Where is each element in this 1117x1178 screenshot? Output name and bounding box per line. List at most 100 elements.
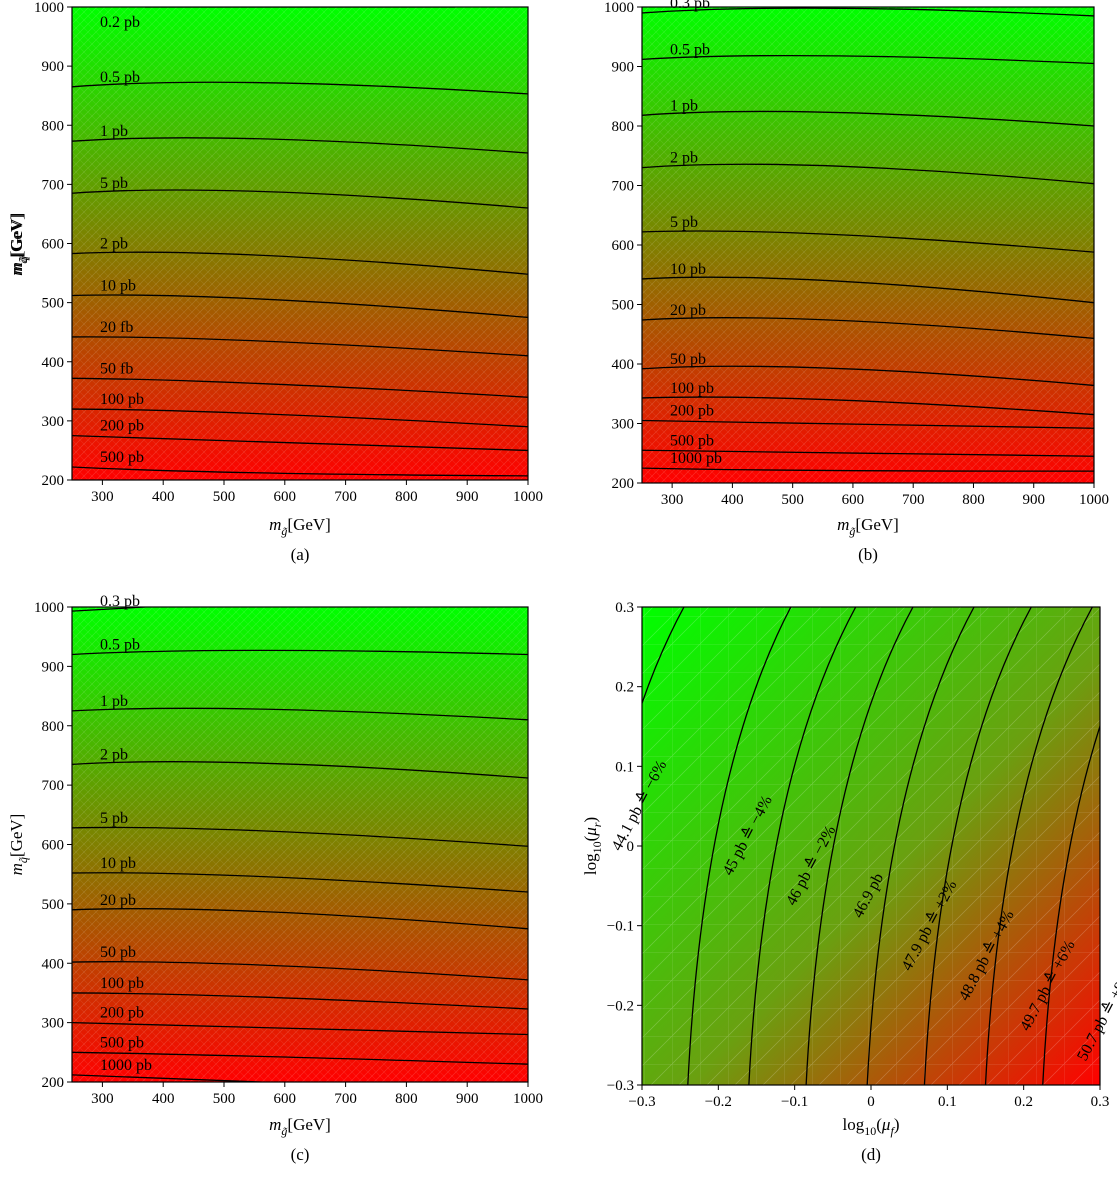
contour-line	[642, 607, 685, 706]
y-tick-label: 200	[42, 473, 65, 489]
y-tick-label: 800	[612, 119, 635, 135]
panel-label: (d)	[861, 1145, 881, 1164]
contour-line	[687, 607, 792, 1085]
y-tick-label: 200	[42, 1075, 65, 1091]
y-tick-label: 700	[42, 778, 65, 794]
x-tick-label: 600	[274, 1091, 297, 1107]
contour-line	[72, 761, 528, 779]
contour-label: 50 pb	[100, 944, 136, 961]
contour-label: 2 pb	[100, 746, 128, 763]
contour-label: 10 pb	[670, 261, 706, 278]
y-tick-label: 300	[42, 414, 65, 430]
x-tick-label: 0	[867, 1094, 875, 1110]
x-tick-label: 900	[456, 489, 479, 505]
y-tick-label: 500	[42, 897, 65, 913]
y-tick-label: 1000	[34, 600, 64, 616]
contour-label: 0.3 pb	[100, 593, 140, 610]
x-axis-label: log10(μf)	[843, 1115, 900, 1138]
contour-label: 500 pb	[100, 1034, 144, 1051]
contour-line	[72, 466, 528, 477]
y-tick-label: 600	[42, 838, 65, 854]
contour-label: 50 pb	[670, 351, 706, 368]
contour-line	[72, 336, 528, 357]
contour-line	[72, 294, 528, 319]
contour-label: 100 pb	[670, 380, 714, 397]
contour-label: 1 pb	[670, 97, 698, 114]
x-tick-label: −0.3	[628, 1094, 655, 1110]
y-tick-label: 0.1	[615, 759, 634, 775]
y-axis-label: log10(μr)	[581, 817, 604, 875]
mesh-overlay	[72, 607, 528, 1082]
contour-line	[1042, 723, 1100, 1085]
x-tick-label: 600	[842, 492, 865, 508]
contour-line	[72, 377, 528, 398]
y-tick-label: 0	[627, 839, 635, 855]
contour-line	[72, 189, 528, 209]
contour-line	[72, 872, 528, 893]
y-tick-label: 300	[612, 417, 635, 433]
contour-line	[642, 449, 1094, 457]
x-axis-label: mg̃[GeV]	[837, 515, 899, 538]
x-tick-label: 700	[334, 489, 357, 505]
panel-label: (c)	[291, 1145, 310, 1164]
contour-line	[72, 992, 528, 1010]
contour-line	[866, 607, 975, 1085]
x-tick-label: 400	[152, 1091, 175, 1107]
x-tick-label: 700	[334, 1091, 357, 1107]
x-tick-label: 300	[91, 1091, 114, 1107]
y-tick-label: 600	[42, 237, 65, 253]
contour-line	[72, 435, 528, 452]
x-tick-label: 400	[152, 489, 175, 505]
contour-line	[923, 607, 1032, 1085]
contour-label: 100 pb	[100, 975, 144, 992]
panel-label: (b)	[858, 545, 878, 564]
contour-line	[72, 1074, 261, 1082]
contour-line	[984, 607, 1093, 1085]
contour-line	[748, 607, 857, 1085]
x-tick-label: 0.2	[1014, 1094, 1033, 1110]
contour-line	[642, 54, 1094, 65]
x-tick-label: 800	[395, 489, 418, 505]
contour-line	[805, 607, 914, 1085]
y-axis-label: mq̃[GeV]	[7, 214, 30, 276]
contour-label: 20 pb	[100, 892, 136, 909]
contour-line	[72, 707, 528, 721]
y-tick-label: 900	[42, 659, 65, 675]
mesh-overlay	[642, 607, 1100, 1085]
contour-label: 0.2 pb	[100, 14, 140, 31]
contour-label: 1000 pb	[100, 1057, 152, 1074]
x-tick-label: 800	[962, 492, 985, 508]
contour-line	[72, 961, 528, 981]
contour-label: 5 pb	[100, 810, 128, 827]
contour-line	[72, 649, 528, 656]
contour-label: 10 pb	[100, 278, 136, 295]
y-tick-label: 400	[612, 357, 635, 373]
y-tick-label: 600	[612, 238, 635, 254]
x-tick-label: 300	[661, 492, 684, 508]
contour-line	[642, 467, 1094, 472]
contour-label: 200 pb	[670, 403, 714, 420]
y-tick-label: 700	[612, 179, 635, 195]
contour-line	[72, 408, 528, 428]
contour-line	[72, 1021, 528, 1036]
contour-label: 20 pb	[670, 302, 706, 319]
contour-line	[642, 396, 1094, 416]
contour-line	[642, 317, 1094, 340]
x-tick-label: 1000	[513, 489, 543, 505]
mesh-overlay	[642, 7, 1094, 483]
x-tick-label: 300	[91, 489, 114, 505]
x-tick-label: 0.3	[1091, 1094, 1110, 1110]
contour-line	[642, 276, 1094, 304]
panel-3: 0.3 pb 0.5 pb 1 pb 2 pb 5 pb 10 pb 20 pb 50 pb 1…	[7, 593, 543, 1164]
contour-line	[72, 81, 528, 95]
contour-line	[72, 251, 528, 275]
panel-4: 44.1 pb ≙ −6% 45 pb ≙ −4% 46 pb ≙ −2% 46.9 …	[581, 600, 1117, 1164]
x-tick-label: 700	[902, 492, 925, 508]
y-tick-label: 500	[42, 296, 65, 312]
mesh-overlay	[72, 7, 528, 480]
x-tick-label: 1000	[1079, 492, 1109, 508]
x-tick-label: 800	[395, 1091, 418, 1107]
contour-label: 0.5 pb	[100, 69, 140, 86]
x-tick-label: 900	[1022, 492, 1045, 508]
panel-1: 0.2 pb 0.5 pb 1 pb 5 pb 2 pb 10 pb 20 fb 50 fb 1…	[7, 0, 543, 564]
